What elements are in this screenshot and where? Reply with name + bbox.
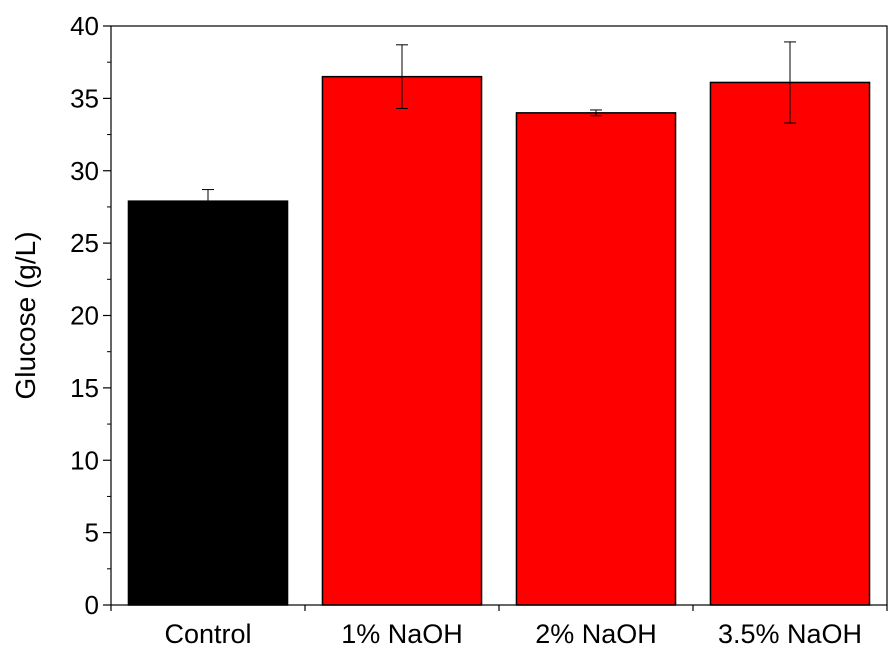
y-axis-title: Glucose (g/L) xyxy=(10,231,41,399)
x-axis-ticks: Control 1% NaOH 2% NaOH 3.5% NaOH xyxy=(110,605,888,649)
bars-layer xyxy=(127,75,871,606)
y-tick-label: 0 xyxy=(85,590,99,620)
y-tick-label: 35 xyxy=(70,83,99,113)
y-tick-label: 5 xyxy=(85,518,99,548)
y-tick-label: 25 xyxy=(70,228,99,258)
y-tick-label: 15 xyxy=(70,373,99,403)
y-tick-label: 40 xyxy=(70,11,99,41)
x-tick-label: 1% NaOH xyxy=(341,619,463,649)
x-tick-label: 2% NaOH xyxy=(535,619,657,649)
y-tick-label: 20 xyxy=(70,301,99,331)
x-tick-label: 3.5% NaOH xyxy=(718,619,862,649)
y-axis-ticks: 0 5 10 15 20 25 30 35 40 xyxy=(70,11,111,620)
bar xyxy=(709,81,871,606)
bar xyxy=(127,200,289,606)
bar xyxy=(515,112,677,606)
y-tick-label: 30 xyxy=(70,156,99,186)
y-tick-label: 10 xyxy=(70,445,99,475)
x-tick-label: Control xyxy=(164,619,251,649)
error-bars-layer xyxy=(202,41,796,214)
bar xyxy=(321,75,483,606)
